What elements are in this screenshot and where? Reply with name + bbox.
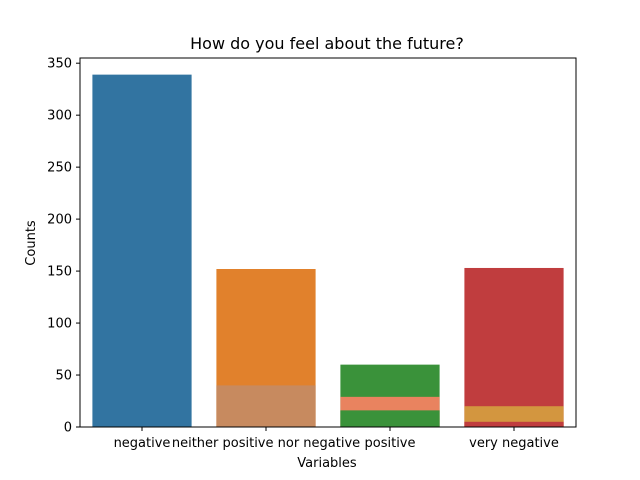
y-tick-label-150: 150 <box>47 265 72 280</box>
x-tick-label-positive: positive <box>365 436 416 451</box>
x-axis-title: Variables <box>297 456 357 471</box>
y-tick-label-50: 50 <box>55 369 72 384</box>
y-axis-title: Counts <box>24 220 39 266</box>
overlay-bar-positive-2 <box>340 410 440 427</box>
y-tick-label-300: 300 <box>47 109 72 124</box>
overlay-bars-layer <box>216 385 564 427</box>
bar-negative <box>92 74 192 428</box>
overlay-bar-neither-positive-nor-negative-0 <box>216 385 316 427</box>
overlay-bar-very-negative-4 <box>464 421 564 427</box>
y-tick-label-350: 350 <box>47 57 72 72</box>
bar-very-negative <box>464 267 564 427</box>
chart-title: How do you feel about the future? <box>190 34 464 53</box>
x-tick-label-neither-positive-nor-negative: neither positive nor negative <box>172 436 360 451</box>
x-axis: negative neither positive nor negative pos… <box>114 427 559 451</box>
y-tick-label-200: 200 <box>47 213 72 228</box>
bars-layer <box>92 74 564 428</box>
y-tick-label-0: 0 <box>64 421 72 436</box>
y-axis: 0 50 100 150 200 250 300 350 <box>47 57 80 436</box>
y-tick-label-250: 250 <box>47 161 72 176</box>
x-tick-label-very-negative: very negative <box>469 436 559 451</box>
plot-frame <box>79 57 577 428</box>
x-tick-label-negative: negative <box>114 436 171 451</box>
y-tick-label-100: 100 <box>47 317 72 332</box>
